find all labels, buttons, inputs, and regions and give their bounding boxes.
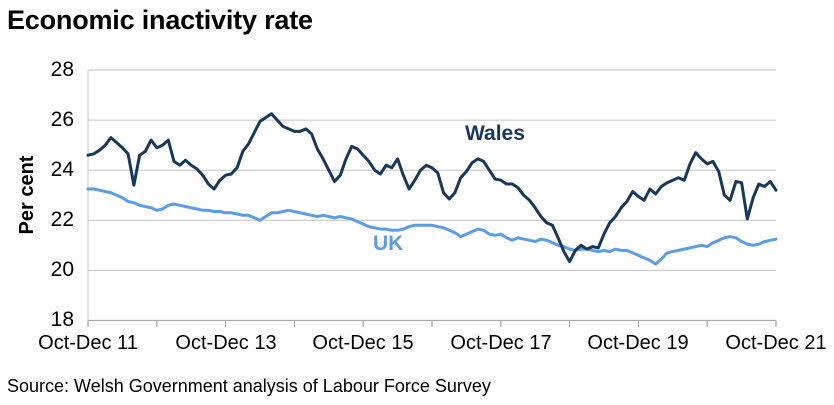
x-tick-label-4: Oct-Dec 19	[587, 332, 689, 354]
x-tick-label-5: Oct-Dec 21	[725, 332, 827, 354]
y-tick-label-24: 24	[50, 158, 74, 181]
y-tick-label-28: 28	[50, 58, 74, 81]
source-note: Source: Welsh Government analysis of Lab…	[7, 376, 491, 396]
chart-title: Economic inactivity rate	[7, 5, 313, 35]
y-tick-label-26: 26	[50, 108, 74, 131]
y-tick-label-18: 18	[50, 308, 74, 331]
uk-series-label: UK	[373, 232, 404, 255]
y-tick-label-20: 20	[50, 258, 74, 281]
x-tick-label-2: Oct-Dec 15	[312, 332, 414, 354]
y-axis-title: Per cent	[16, 155, 38, 235]
wales-series-label: Wales	[465, 122, 525, 145]
x-tick-label-0: Oct-Dec 11	[38, 332, 138, 354]
x-tick-label-3: Oct-Dec 17	[450, 332, 552, 354]
y-tick-label-22: 22	[50, 208, 74, 231]
x-tick-label-1: Oct-Dec 13	[175, 332, 277, 354]
